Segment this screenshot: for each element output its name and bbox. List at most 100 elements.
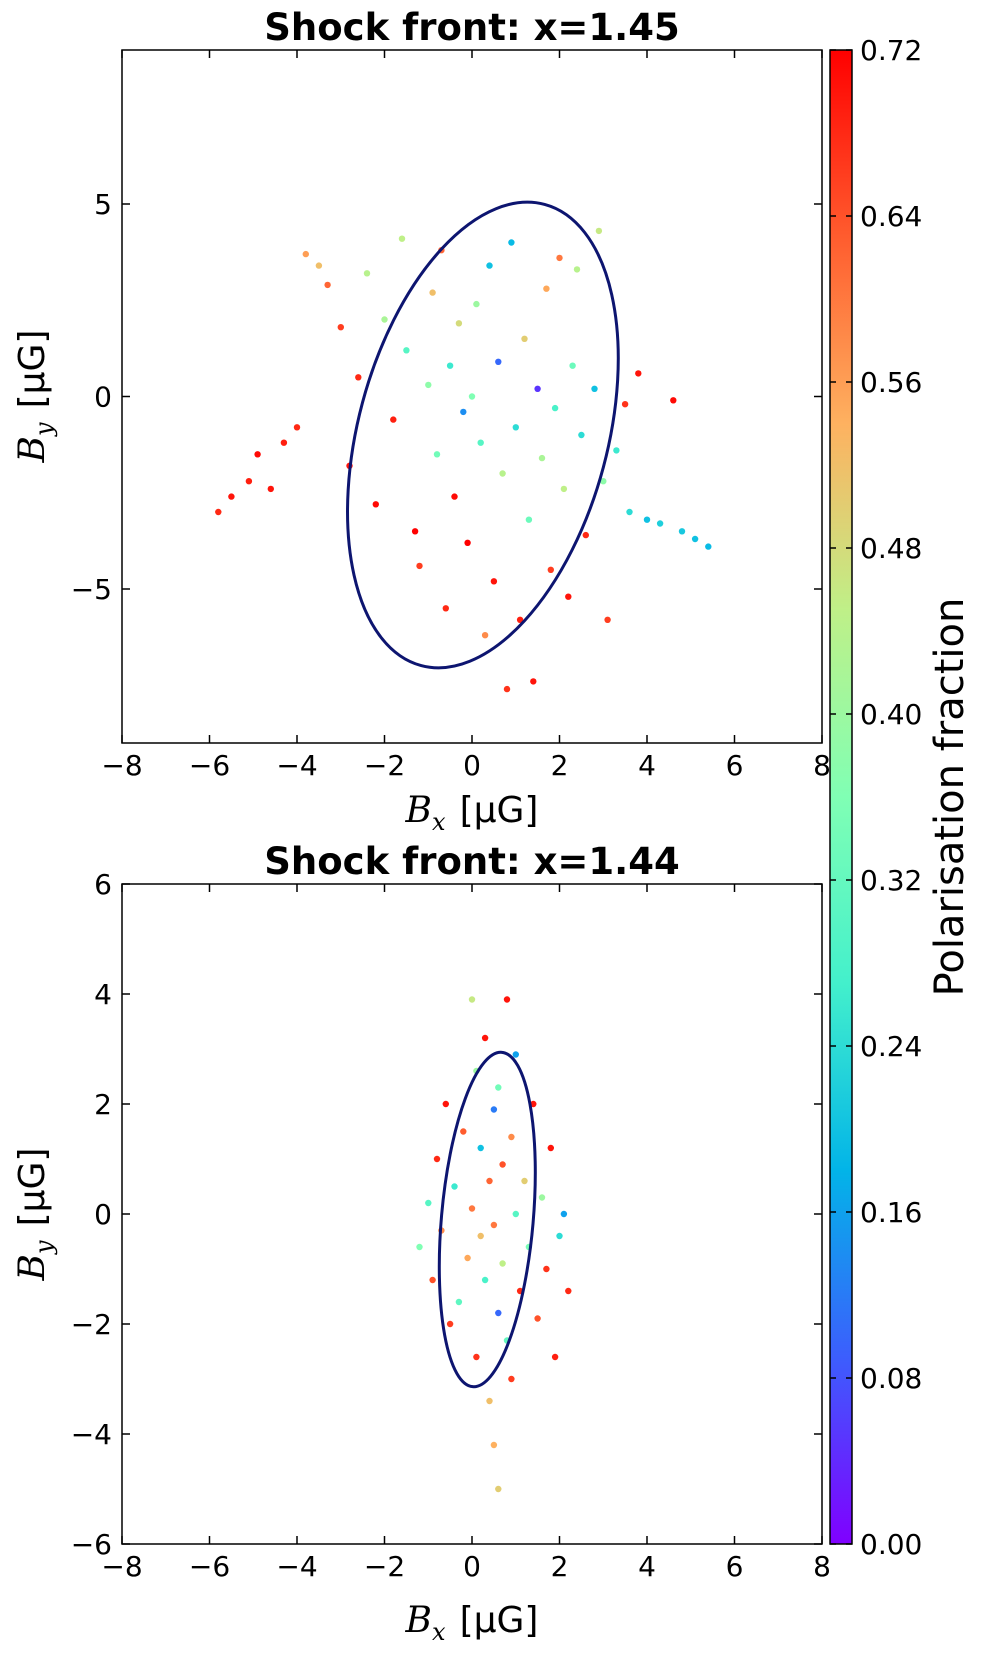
panel-1-ylabel-unit: [μG] — [12, 330, 53, 409]
data-point — [565, 1287, 572, 1295]
panel-2-xlabel: Bx [μG] — [405, 1600, 539, 1646]
data-point — [543, 285, 550, 292]
data-point — [573, 266, 581, 273]
panel-1-points — [215, 227, 712, 693]
data-point — [503, 685, 511, 693]
data-point — [525, 516, 533, 523]
y-tick-label: −6 — [71, 1528, 112, 1561]
data-point — [678, 528, 686, 535]
colorbar-tick-label: 0.08 — [860, 1362, 922, 1395]
colorbar-gradient — [829, 49, 853, 1545]
panel-2-xlabel-unit: [μG] — [460, 1600, 539, 1641]
data-point — [569, 362, 576, 369]
x-tick-label: −4 — [276, 749, 317, 782]
data-point — [464, 539, 471, 546]
data-point — [656, 520, 664, 527]
y-tick-label: 2 — [94, 1088, 112, 1121]
panel-1-yticks: −5 0 5 — [71, 188, 822, 606]
data-point — [433, 1155, 441, 1163]
x-tick-label: −8 — [101, 1550, 142, 1583]
data-point — [643, 516, 651, 523]
colorbar-label: Polarisation fraction — [927, 598, 973, 997]
panel-1-xlabel-symbol: B — [405, 790, 432, 831]
data-point — [503, 996, 511, 1003]
data-point — [691, 535, 699, 543]
data-point — [481, 1034, 489, 1042]
data-point — [490, 578, 498, 585]
panel-1-xlabel-unit: [μG] — [460, 790, 539, 831]
data-point — [425, 381, 432, 389]
data-point — [486, 1397, 493, 1405]
data-point — [477, 1232, 484, 1240]
panel-1: Shock front: x=1.45 −8 −6 −4 −2 0 2 4 6 8 −5 0 5 B… — [12, 6, 831, 836]
y-tick-label: −5 — [71, 573, 112, 606]
panel-2-ylabel: By [μG] — [12, 1148, 58, 1282]
data-point — [433, 451, 441, 458]
colorbar-tick-label: 0.56 — [860, 366, 922, 399]
data-point — [451, 493, 458, 500]
data-point — [464, 1254, 471, 1262]
data-point — [460, 1128, 467, 1135]
data-point — [245, 478, 253, 485]
data-point — [355, 374, 362, 381]
data-point — [551, 404, 559, 412]
data-point — [547, 1144, 554, 1152]
colorbar-tick-label: 0.72 — [860, 34, 922, 67]
data-point — [530, 678, 537, 685]
x-tick-label: 4 — [638, 749, 656, 782]
panel-1-xticks: −8 −6 −4 −2 0 2 4 6 8 — [101, 50, 831, 782]
data-point — [534, 1315, 541, 1322]
colorbar-tick-label: 0.64 — [860, 200, 922, 233]
data-point — [613, 447, 620, 454]
data-point — [455, 320, 463, 327]
panel-1-ellipse — [346, 200, 620, 670]
data-point — [416, 1243, 423, 1251]
data-point — [499, 1161, 506, 1168]
y-tick-label: −2 — [71, 1308, 112, 1341]
panel-2-ylabel-symbol: B — [12, 1254, 53, 1281]
data-point — [372, 501, 379, 508]
panel-2-xlabel-symbol: B — [405, 1600, 432, 1641]
data-point — [451, 1183, 458, 1190]
data-point — [499, 470, 506, 477]
data-point — [473, 1353, 480, 1361]
data-point — [446, 1320, 454, 1328]
panel-1-ylabel-sub: y — [30, 422, 58, 437]
data-point — [495, 358, 502, 365]
colorbar-tick-label: 0.00 — [860, 1528, 922, 1561]
data-point — [486, 1177, 493, 1185]
data-point — [499, 1260, 506, 1267]
data-point — [254, 451, 261, 458]
panel-2-yticks: −6 −4 −2 0 2 4 6 — [71, 868, 822, 1561]
x-tick-label: 0 — [463, 749, 481, 782]
y-tick-label: 5 — [94, 188, 112, 221]
panel-2-xticks: −8 −6 −4 −2 0 2 4 6 8 — [101, 884, 831, 1583]
data-point — [565, 593, 572, 600]
panel-1-xlabel: Bx [μG] — [405, 790, 539, 836]
y-tick-label: 0 — [94, 381, 112, 414]
data-point — [442, 605, 449, 612]
colorbar: 0.00 0.08 0.16 0.24 0.32 0.40 0.48 0.56 0.64 0.72… — [829, 34, 973, 1561]
x-tick-label: −4 — [276, 1550, 317, 1583]
panel-1-ylabel: By [μG] — [12, 330, 58, 464]
x-tick-label: 2 — [551, 749, 569, 782]
data-point — [626, 508, 633, 516]
data-point — [560, 485, 568, 493]
data-point — [547, 566, 554, 573]
data-point — [324, 281, 331, 289]
data-point — [556, 1232, 563, 1240]
x-tick-label: 4 — [638, 1550, 656, 1583]
x-tick-label: −2 — [364, 1550, 405, 1583]
data-point — [416, 562, 423, 570]
data-point — [477, 1144, 484, 1152]
data-point — [267, 485, 274, 493]
panel-2-title: Shock front: x=1.44 — [264, 840, 679, 883]
data-point — [381, 316, 388, 323]
data-point — [481, 1276, 489, 1284]
x-tick-label: 2 — [551, 1550, 569, 1583]
x-tick-label: 0 — [463, 1550, 481, 1583]
data-point — [508, 239, 515, 246]
data-point — [521, 335, 528, 342]
data-point — [429, 289, 436, 296]
data-point — [582, 531, 589, 539]
